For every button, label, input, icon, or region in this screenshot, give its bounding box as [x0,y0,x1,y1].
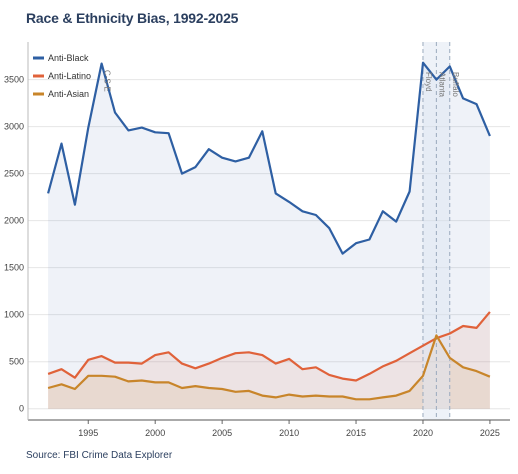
event-lines [422,42,451,420]
x-tick-label: 2025 [480,428,500,438]
y-tick-label: 3500 [4,75,24,85]
y-tick-label: 500 [9,357,24,367]
area-anti-asian [48,335,490,409]
tick-labels: 0 500 1000 1500 2000 2500 3000 3500 1995 2000 2005… [4,75,500,438]
y-tick-label: 0 [19,404,24,414]
y-tick-label: 2000 [4,216,24,226]
line-anti-latino [47,311,491,382]
legend: Anti-Black Anti-Latino Anti-Asian [33,53,91,99]
series-lines [47,61,491,401]
legend-label: Anti-Latino [48,71,91,81]
y-tick-label: 1500 [4,263,24,273]
axes [27,42,510,424]
x-tick-label: 2020 [413,428,433,438]
legend-label: Anti-Black [48,53,89,63]
event-label: Atlanta [437,72,446,97]
legend-label: Anti-Asian [48,89,89,99]
x-tick-label: 2010 [279,428,299,438]
y-tick-label: 2500 [4,169,24,179]
line-anti-black [47,61,491,255]
chart-title: Race & Ethnicity Bias, 1992-2025 [26,10,239,26]
x-tick-label: 2000 [145,428,165,438]
event-annotations: C-S-E Floyd Atlanta Buffalo [103,70,460,97]
event-label: C-S-E [103,70,112,92]
x-tick-label: 1995 [78,428,98,438]
event-label: Floyd [424,72,433,92]
x-tick-label: 2015 [346,428,366,438]
area-anti-black [48,62,490,409]
x-tick-label: 2005 [212,428,232,438]
y-tick-label: 3000 [4,122,24,132]
source-note: Source: FBI Crime Data Explorer [26,450,173,461]
line-anti-asian [47,334,491,401]
y-tick-label: 1000 [4,310,24,320]
event-label: Buffalo [451,72,460,97]
